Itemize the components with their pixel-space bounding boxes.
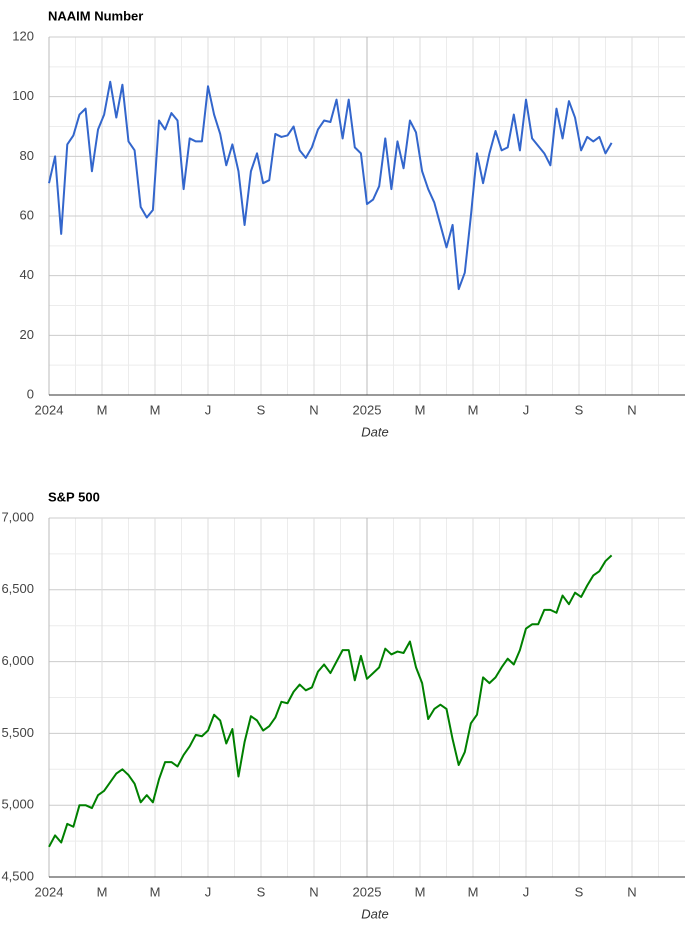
x-tick-label: J: [205, 402, 212, 417]
y-tick-label: 6,000: [1, 653, 34, 668]
y-tick-label: 40: [20, 267, 34, 282]
data-line: [48, 554, 613, 848]
x-axis-title: Date: [361, 906, 388, 921]
x-tick-label: S: [575, 402, 584, 417]
x-axis-title: Date: [361, 424, 388, 439]
y-tick-label: 7,000: [1, 509, 34, 524]
x-tick-label: 2024: [35, 402, 64, 417]
y-tick-label: 60: [20, 207, 34, 222]
y-tick-label: 5,500: [1, 725, 34, 740]
x-tick-label: S: [257, 402, 266, 417]
x-tick-label: M: [97, 884, 108, 899]
x-tick-label: N: [627, 402, 636, 417]
x-tick-label: 2025: [353, 884, 382, 899]
y-tick-label: 20: [20, 327, 34, 342]
x-tick-label: 2024: [35, 884, 64, 899]
x-tick-label: S: [575, 884, 584, 899]
x-tick-label: 2025: [353, 402, 382, 417]
x-tick-label: M: [468, 884, 479, 899]
y-tick-label: 100: [12, 88, 34, 103]
x-tick-label: M: [150, 884, 161, 899]
y-tick-label: 5,000: [1, 797, 34, 812]
data-line: [48, 80, 613, 291]
x-tick-label: S: [257, 884, 266, 899]
y-tick-label: 0: [27, 386, 34, 401]
x-tick-label: N: [309, 884, 318, 899]
y-tick-label: 6,500: [1, 581, 34, 596]
x-tick-label: M: [415, 402, 426, 417]
x-tick-label: M: [415, 884, 426, 899]
x-tick-label: J: [205, 884, 212, 899]
x-tick-label: N: [309, 402, 318, 417]
y-tick-label: 4,500: [1, 868, 34, 883]
y-tick-label: 120: [12, 28, 34, 43]
x-tick-label: M: [150, 402, 161, 417]
chart-title: NAAIM Number: [48, 8, 143, 23]
x-tick-label: J: [523, 884, 530, 899]
y-tick-label: 80: [20, 148, 34, 163]
x-tick-label: M: [97, 402, 108, 417]
x-tick-label: M: [468, 402, 479, 417]
chart-title: S&P 500: [48, 489, 100, 504]
x-tick-label: J: [523, 402, 530, 417]
x-tick-label: N: [627, 884, 636, 899]
